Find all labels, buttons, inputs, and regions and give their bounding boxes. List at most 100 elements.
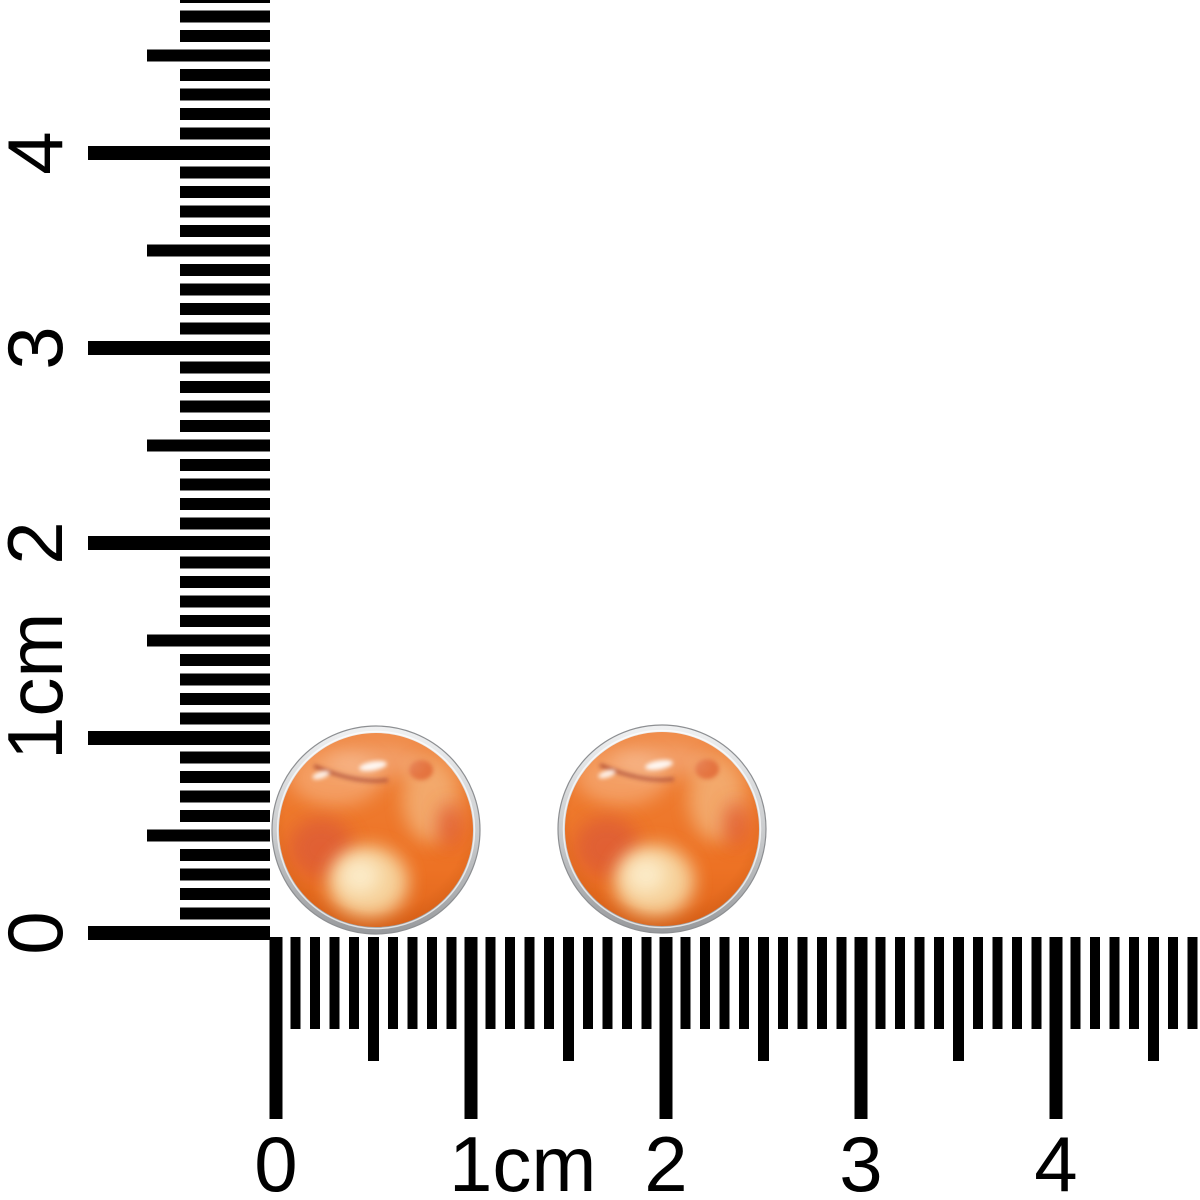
mm-tick bbox=[180, 790, 270, 803]
mm-tick bbox=[180, 127, 270, 140]
mm-tick bbox=[180, 283, 270, 296]
mm-tick bbox=[180, 615, 270, 627]
half-cm-tick bbox=[147, 829, 270, 842]
mm-tick bbox=[1012, 937, 1022, 1029]
horizontal-ruler-label-4: 4 bbox=[1034, 1120, 1077, 1200]
mm-tick bbox=[914, 937, 925, 1029]
mm-tick bbox=[180, 771, 270, 783]
mm-tick bbox=[180, 420, 270, 432]
cm-tick bbox=[88, 926, 270, 940]
mm-tick bbox=[1187, 937, 1198, 1029]
mm-tick bbox=[180, 303, 270, 315]
mm-tick bbox=[180, 888, 270, 900]
mm-tick bbox=[446, 937, 457, 1029]
mm-tick bbox=[180, 69, 270, 81]
half-cm-tick bbox=[147, 244, 270, 257]
mm-tick bbox=[739, 937, 749, 1029]
mm-tick bbox=[641, 937, 652, 1029]
cm-tick bbox=[659, 937, 673, 1119]
half-cm-tick bbox=[953, 937, 964, 1061]
half-cm-tick bbox=[147, 439, 270, 452]
mm-tick bbox=[180, 693, 270, 705]
mm-tick bbox=[1109, 937, 1120, 1029]
mm-tick bbox=[622, 937, 632, 1029]
mm-tick bbox=[1031, 937, 1042, 1029]
mm-tick bbox=[180, 478, 270, 491]
mm-tick bbox=[180, 0, 270, 3]
cm-tick bbox=[88, 341, 270, 355]
horizontal-ruler-label-1cm: 1cm bbox=[449, 1120, 596, 1200]
vertical-ruler-label-0: 0 bbox=[0, 911, 79, 954]
mm-tick bbox=[180, 517, 270, 530]
mm-tick bbox=[180, 576, 270, 588]
mm-tick bbox=[973, 937, 983, 1029]
horizontal-ruler bbox=[269, 937, 1198, 1119]
mm-tick bbox=[349, 937, 359, 1029]
cm-tick bbox=[854, 937, 868, 1119]
mm-tick bbox=[180, 30, 270, 42]
mm-tick bbox=[875, 937, 886, 1029]
mm-tick bbox=[602, 937, 613, 1029]
mm-tick bbox=[524, 937, 535, 1029]
mm-tick bbox=[485, 937, 496, 1029]
mm-tick bbox=[680, 937, 691, 1029]
mm-tick bbox=[817, 937, 827, 1029]
mm-tick bbox=[1168, 937, 1178, 1029]
vertical-ruler-labels: 0 1cm 2 3 4 bbox=[0, 131, 79, 954]
mm-tick bbox=[180, 108, 270, 120]
mm-tick bbox=[719, 937, 730, 1029]
mm-tick bbox=[180, 810, 270, 822]
mm-tick bbox=[180, 166, 270, 179]
mm-tick bbox=[180, 498, 270, 510]
mm-tick bbox=[180, 361, 270, 374]
half-cm-tick bbox=[147, 49, 270, 62]
cm-tick bbox=[88, 536, 270, 550]
mm-tick bbox=[934, 937, 944, 1029]
mm-tick bbox=[544, 937, 554, 1029]
vertical-ruler-label-2: 2 bbox=[0, 521, 79, 564]
mm-tick bbox=[1070, 937, 1081, 1029]
mm-tick bbox=[388, 937, 398, 1029]
mm-tick bbox=[180, 381, 270, 393]
mm-tick bbox=[427, 937, 437, 1029]
mm-tick bbox=[407, 937, 418, 1029]
mm-tick bbox=[797, 937, 808, 1029]
mm-tick bbox=[778, 937, 788, 1029]
mm-tick bbox=[1090, 937, 1100, 1029]
mm-tick bbox=[310, 937, 320, 1029]
vertical-ruler bbox=[88, 0, 270, 940]
mm-tick bbox=[992, 937, 1003, 1029]
mm-tick bbox=[180, 868, 270, 881]
half-cm-tick bbox=[368, 937, 379, 1061]
mm-tick bbox=[180, 595, 270, 608]
vertical-ruler-label-4: 4 bbox=[0, 131, 79, 174]
mm-tick bbox=[583, 937, 593, 1029]
mm-tick bbox=[1129, 937, 1139, 1029]
mm-tick bbox=[180, 10, 270, 23]
mm-tick bbox=[180, 849, 270, 861]
mm-tick bbox=[836, 937, 847, 1029]
horizontal-ruler-label-0: 0 bbox=[254, 1120, 297, 1200]
mm-tick bbox=[180, 673, 270, 686]
mm-tick bbox=[180, 712, 270, 725]
horizontal-ruler-labels: 0 1cm 2 3 4 bbox=[254, 1120, 1077, 1200]
cm-tick bbox=[269, 937, 283, 1119]
mm-tick bbox=[505, 937, 515, 1029]
cm-tick bbox=[88, 731, 270, 745]
mm-tick bbox=[290, 937, 301, 1029]
mm-tick bbox=[180, 322, 270, 335]
mm-tick bbox=[180, 88, 270, 101]
mm-tick bbox=[180, 751, 270, 764]
mm-tick bbox=[180, 459, 270, 471]
cm-tick bbox=[464, 937, 478, 1119]
horizontal-ruler-label-2: 2 bbox=[644, 1120, 687, 1200]
mm-tick bbox=[180, 186, 270, 198]
half-cm-tick bbox=[758, 937, 769, 1061]
earring-right bbox=[558, 725, 766, 933]
half-cm-tick bbox=[147, 634, 270, 647]
cm-tick bbox=[88, 146, 270, 160]
mm-tick bbox=[180, 205, 270, 218]
mm-tick bbox=[180, 556, 270, 569]
cm-tick bbox=[1049, 937, 1063, 1119]
